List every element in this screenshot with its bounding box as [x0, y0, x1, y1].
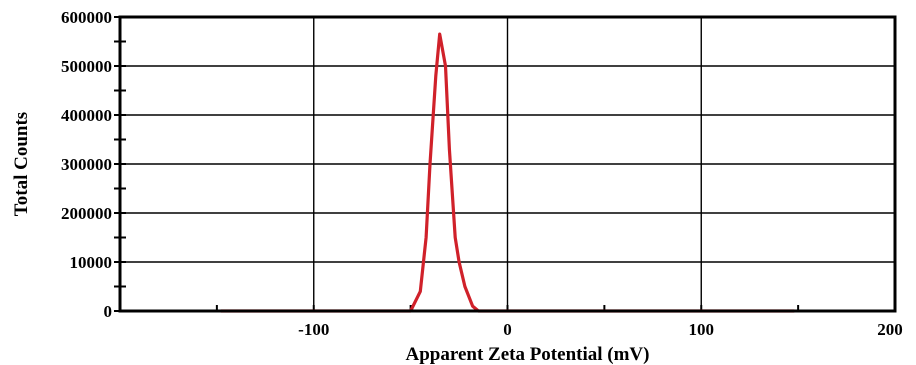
y-tick-label: 300000 — [61, 155, 112, 174]
grid-lines — [120, 17, 895, 311]
y-tick-label: 0 — [104, 302, 113, 321]
y-tick-labels: 0 10000 200000 300000 400000 500000 600000 — [61, 8, 112, 321]
y-tick-label: 600000 — [61, 8, 112, 27]
plot-frame — [118, 15, 897, 313]
y-tick-label: 400000 — [61, 106, 112, 125]
x-axis-title: Apparent Zeta Potential (mV) — [406, 344, 650, 365]
y-tick-label: 200000 — [61, 204, 112, 223]
y-tick-label: 10000 — [70, 253, 113, 272]
x-tick-labels: -100 0 100 200 — [298, 320, 903, 339]
x-tick-label: 100 — [689, 320, 715, 339]
x-tick-label: 200 — [877, 320, 903, 339]
x-tick-label: 0 — [503, 320, 512, 339]
y-axis-title: Total Counts — [11, 112, 32, 216]
y-tick-label: 500000 — [61, 57, 112, 76]
x-tick-label: -100 — [298, 320, 329, 339]
